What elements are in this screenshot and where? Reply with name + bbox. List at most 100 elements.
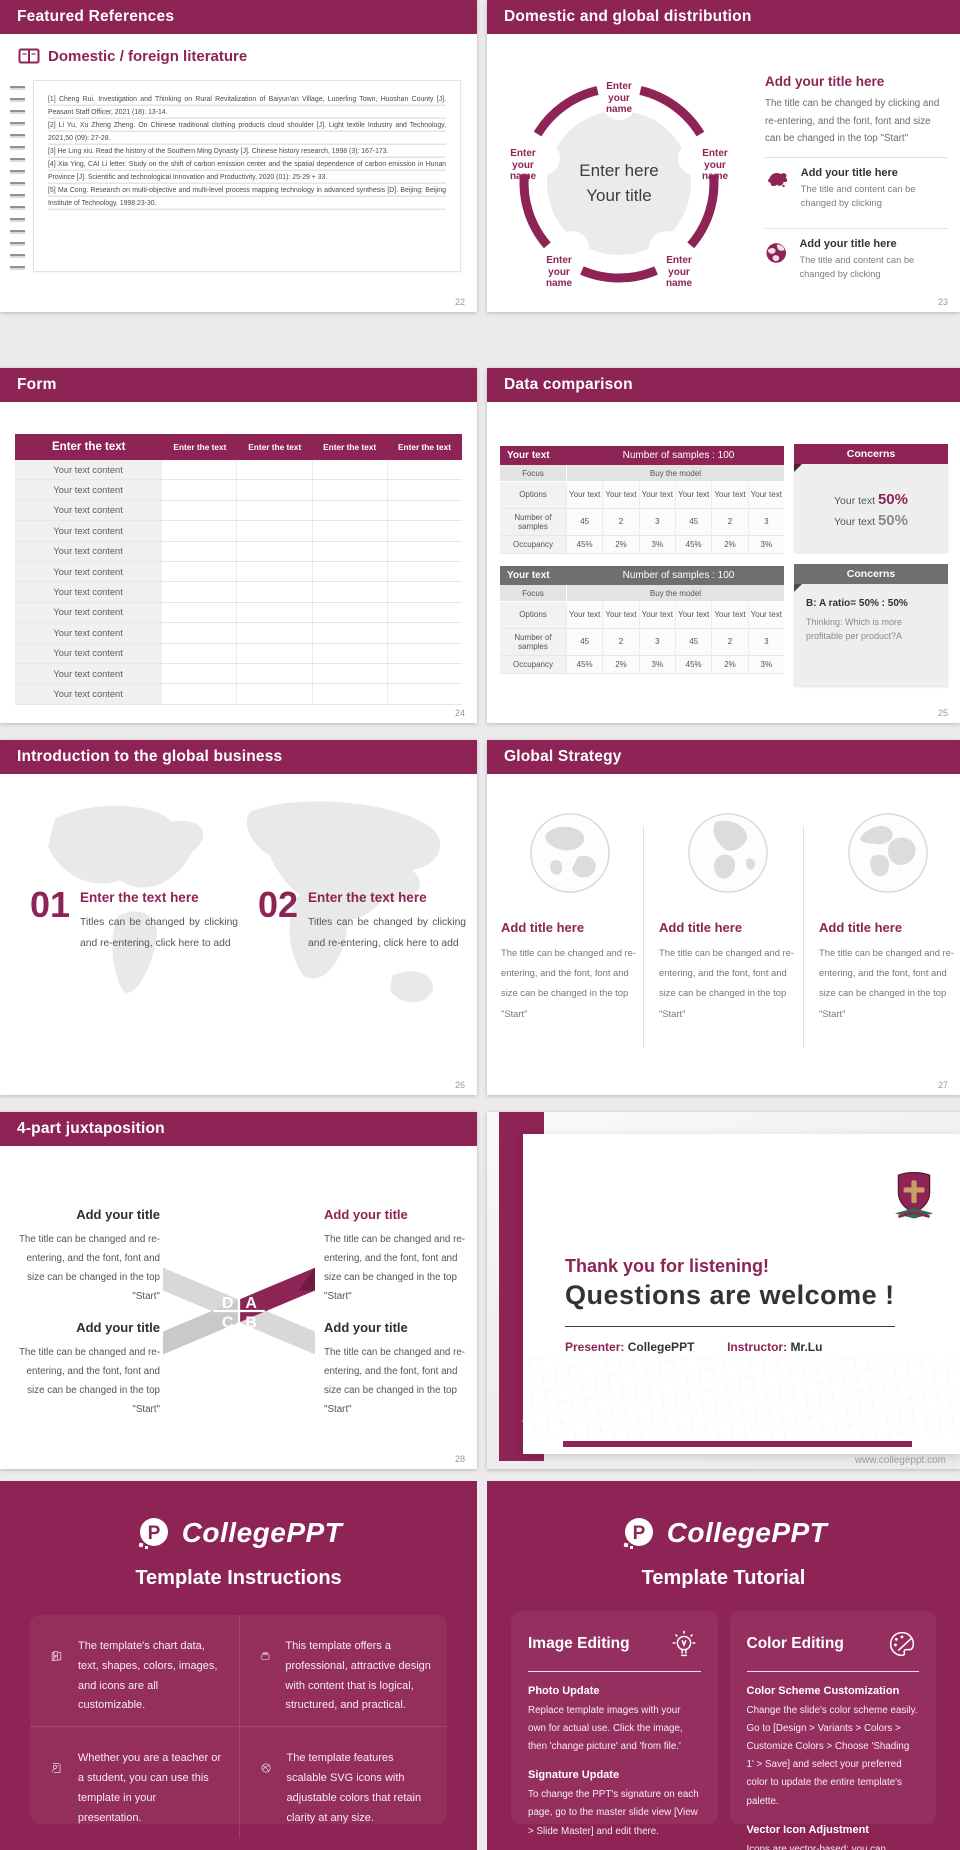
table-cell (311, 623, 387, 643)
quadrant-heading: Add your title (324, 1207, 408, 1222)
wireframe-mesh-decoration (523, 1355, 960, 1440)
item-body: The title and content can be changed by … (799, 254, 915, 280)
table-cell: 45 (674, 509, 711, 535)
table-cell: Focus (522, 588, 544, 598)
archive-box-icon (261, 1652, 269, 1660)
card-heading: Image Editing (528, 1635, 630, 1652)
table-cell (311, 460, 387, 480)
table-cell: Your text (674, 482, 711, 508)
bottom-accent-strip (563, 1441, 912, 1447)
item-body: Titles can be changed by clicking and re… (80, 917, 239, 950)
column-body: The title can be changed and re-entering… (819, 947, 954, 1019)
panel-heading: Add your title here (765, 74, 885, 89)
item-number: 01 (30, 884, 71, 925)
instruction-card: The template features scalable SVG icons… (238, 1726, 447, 1839)
table-cell: Your text (638, 482, 675, 508)
table-cell: Your text (602, 602, 638, 628)
card-heading: Color Editing (746, 1635, 844, 1652)
user-card-icon (51, 1763, 61, 1773)
literature-heading: Domestic / foreign literature (18, 48, 247, 65)
table-cell (236, 643, 312, 663)
svg-text:P: P (147, 1523, 160, 1544)
table-cell (311, 684, 387, 704)
university-crest-logo (894, 1171, 934, 1219)
presenter-label: Presenter: (565, 1340, 625, 1354)
column-body: The title can be changed and re-entering… (659, 947, 794, 1019)
slide-title-bar: Global Strategy (487, 740, 960, 774)
table-header-row: Your text Number of samples : 100 (500, 566, 784, 585)
ratio-line: B: A ratio= 50% : 50% (806, 598, 908, 609)
card-divider (746, 1671, 919, 1672)
table-cell: 3 (747, 509, 784, 535)
quadrant-text: Add your title The title can be changed … (324, 1207, 466, 1306)
slide-thank-you: Thank you for listening! Questions are w… (487, 1112, 960, 1469)
tutorial-subheading: Vector Icon Adjustment (746, 1823, 869, 1836)
table-cell: 2% (602, 656, 638, 673)
tutorial-body: Change the slide's color scheme easily. … (746, 1705, 918, 1807)
page-number: 24 (454, 708, 465, 718)
table-cell (386, 602, 463, 623)
tutorial-subheading: Signature Update (528, 1769, 620, 1782)
column-heading: Add title here (659, 920, 743, 935)
table-cell: Your text content (15, 643, 162, 663)
logo-wordmark: CollegePPT (181, 1517, 343, 1548)
x-ribbon-graphic: D A C B (163, 1267, 315, 1355)
globe-icon (848, 813, 928, 893)
table-cell: Your text (711, 602, 747, 628)
strategy-column: Add title here The title can be changed … (819, 812, 957, 1024)
collegeppt-logo-icon: P (623, 1518, 653, 1549)
table-cell: Your text content (15, 500, 162, 521)
open-book-icon (18, 48, 40, 64)
concerns-panel-1: Concerns Your text 50% Your text 50% (794, 444, 948, 552)
tutorial-subheading: Color Scheme Customization (746, 1685, 900, 1697)
table-row: Number of samples 45 2 3 45 2 3 (500, 629, 784, 656)
table-cell: 45% (566, 536, 602, 553)
instruction-card: P The template's chart data, text, shape… (30, 1615, 239, 1726)
literature-heading-label: Domestic / foreign literature (48, 48, 248, 65)
table-cell: Occupancy (500, 536, 566, 553)
quadrant-letter: D (222, 1295, 234, 1312)
table-cell: Buy the model (566, 465, 784, 481)
vector-ball-icon (261, 1763, 270, 1773)
table-cell: Options (500, 482, 566, 508)
table-cell (236, 541, 312, 561)
table-row: Your text content (15, 602, 463, 624)
strategy-column: Add title here The title can be changed … (501, 812, 639, 1024)
numbered-item: 02 Enter the text here Titles can be cha… (258, 886, 466, 954)
page-number: 23 (937, 297, 948, 307)
quadrant-text: Add your title The title can be changed … (18, 1320, 160, 1419)
table-cell: 3% (747, 656, 784, 673)
table-cell (236, 460, 312, 480)
table-cell: 2 (602, 509, 638, 535)
table-cell (311, 643, 387, 663)
table-cell: 45% (674, 536, 711, 553)
item-heading: Enter the text here (80, 890, 199, 905)
column-heading: Add title here (819, 920, 903, 935)
quadrant-text: Add your title The title can be changed … (18, 1207, 160, 1306)
table-row: Your text content (15, 663, 463, 685)
table-cell (161, 561, 237, 582)
item-title: Add your title here (800, 166, 898, 179)
tutorial-body: Icons are vector-based; you can customiz… (746, 1843, 886, 1850)
slide-27-global-strategy: Global Strategy Add title here The title… (487, 740, 960, 1095)
table-cell (161, 582, 237, 602)
table-cell: 2 (711, 629, 747, 655)
percent-value: 50% (877, 512, 908, 529)
table-header-cell: Enter the text (323, 442, 377, 452)
table-cell: 2 (602, 629, 638, 655)
globe-icon (530, 813, 610, 893)
tutorial-card: Image Editing Photo Update Replace templ… (511, 1611, 718, 1837)
table-cell: 3 (638, 629, 675, 655)
table-cell (161, 460, 237, 480)
table-header-cell: Number of samples : 100 (622, 450, 735, 461)
numbered-item: 01 Enter the text here Titles can be cha… (30, 884, 239, 954)
table-cell (236, 663, 312, 684)
table-cell: 3% (747, 536, 784, 553)
table-cell: 45% (566, 656, 602, 673)
table-row: Your text content (15, 623, 463, 644)
item-heading: Enter the text here (308, 890, 427, 905)
wheel-label: Enter your name (701, 147, 729, 182)
item-body: The title and content can be changed by … (800, 183, 916, 209)
table-cell (386, 582, 463, 602)
